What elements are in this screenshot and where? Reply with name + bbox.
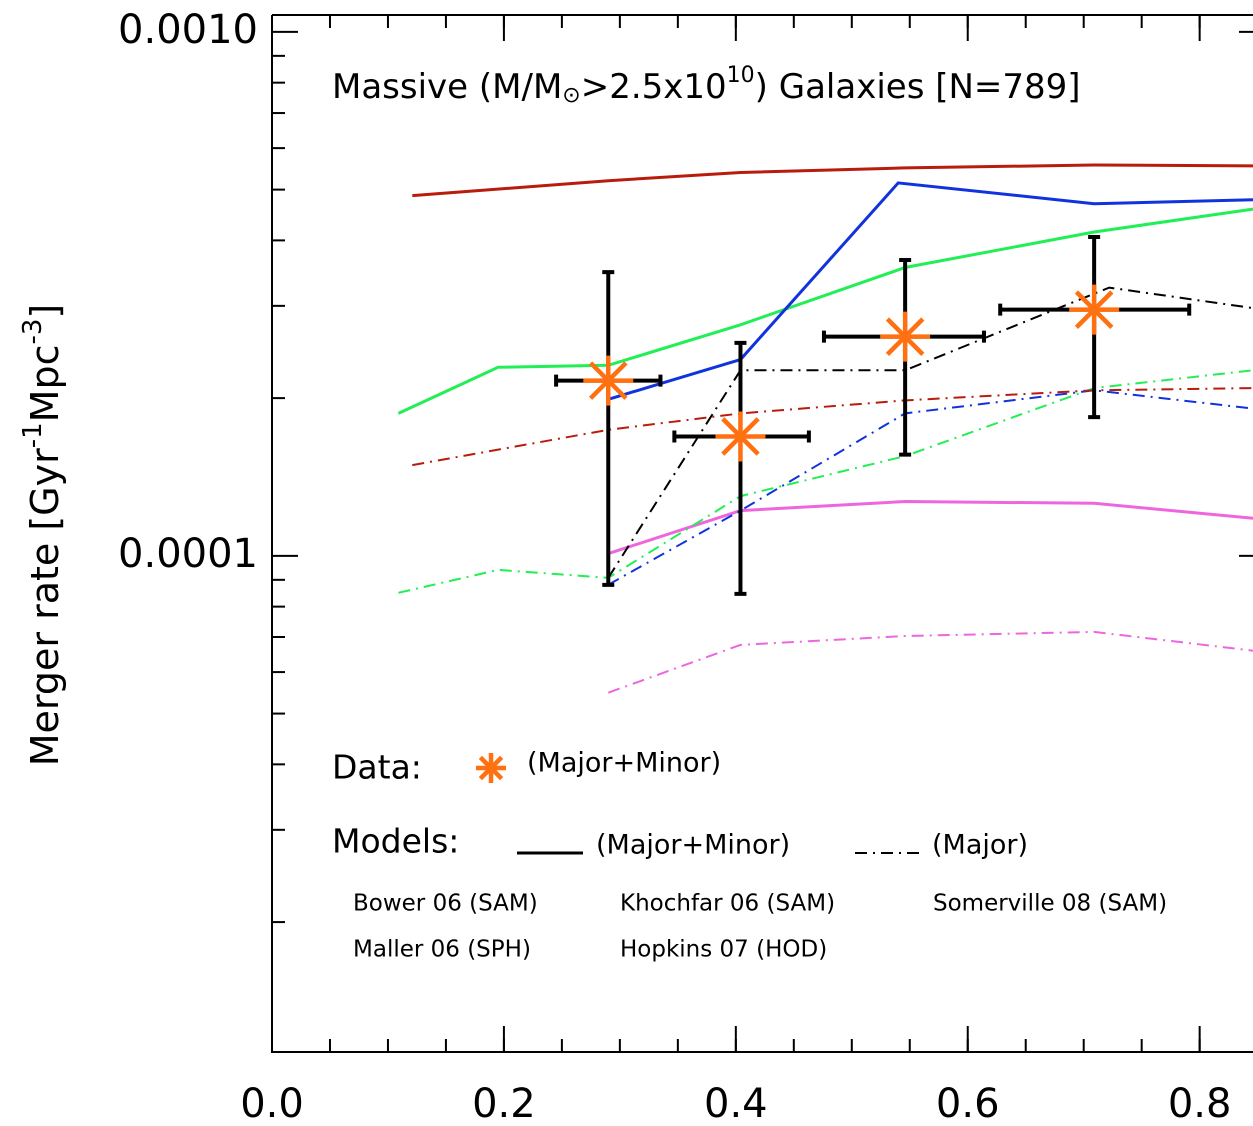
model-line-solid (412, 163, 1253, 198)
model-line-solid (607, 181, 1253, 401)
legend-data-label: Data: (332, 748, 422, 787)
model-line-dashdot (607, 389, 1253, 586)
model-line-dashdot (607, 286, 1253, 579)
model-line-solid (607, 499, 1253, 556)
data-point (715, 411, 766, 462)
model-legend-name: Khochfar 06 (SAM) (620, 891, 835, 917)
title-part: ) Galaxies [N=789] (755, 67, 1081, 107)
star-arm (721, 417, 760, 456)
legend-data-marker (476, 753, 506, 783)
data-point (1069, 284, 1120, 335)
y-error-bar (734, 340, 747, 596)
title-part: ⊙ (562, 83, 580, 108)
legend-solid-desc: (Major+Minor) (596, 830, 790, 861)
star-arm (589, 361, 628, 400)
x-tick-label: 0.4 (704, 1081, 768, 1126)
y-label-part: -3 (18, 319, 48, 345)
y-tick-label: 0.0001 (118, 531, 258, 577)
y-label-part: ] (23, 304, 67, 319)
y-label-part: -1 (18, 422, 48, 448)
title-part: >2.5x10 (581, 67, 727, 107)
model-line-dashdot (398, 369, 1253, 594)
x-tick-label: 0.2 (472, 1081, 536, 1126)
model-legend-name: Bower 06 (SAM) (353, 891, 538, 917)
x-tick-label: 0.0 (240, 1081, 304, 1126)
data-point (583, 355, 634, 406)
model-legend-name: Maller 06 (SPH) (353, 937, 531, 963)
model-line-solid (397, 207, 1253, 415)
star-arm (1074, 290, 1114, 329)
model-line-dashdot (607, 630, 1253, 694)
legend-models-label: Models: (332, 822, 459, 861)
title-part: Massive (M/M (332, 67, 562, 107)
star-arm (478, 755, 504, 781)
x-tick-label: 0.6 (936, 1081, 1000, 1126)
star-arm (885, 317, 925, 356)
x-tick-label: 0.8 (1168, 1081, 1232, 1126)
y-label-part: Merger rate [Gyr (23, 448, 67, 766)
y-tick-label: 0.0010 (118, 7, 258, 53)
data-point (880, 311, 931, 362)
model-legend-name: Somerville 08 (SAM) (933, 891, 1167, 917)
legend-dashdot-desc: (Major) (932, 830, 1028, 861)
y-axis-label: Merger rate [Gyr-1Mpc-3] (18, 304, 67, 767)
title-part: 10 (727, 63, 755, 88)
model-line-dashdot (412, 387, 1253, 467)
y-label-part: Mpc (23, 345, 67, 423)
legend-data-desc: (Major+Minor) (527, 748, 721, 779)
chart-title: Massive (M/M⊙>2.5x1010) Galaxies [N=789] (332, 63, 1081, 108)
y-error-bar (602, 270, 615, 587)
model-legend-name: Hopkins 07 (HOD) (620, 937, 827, 963)
